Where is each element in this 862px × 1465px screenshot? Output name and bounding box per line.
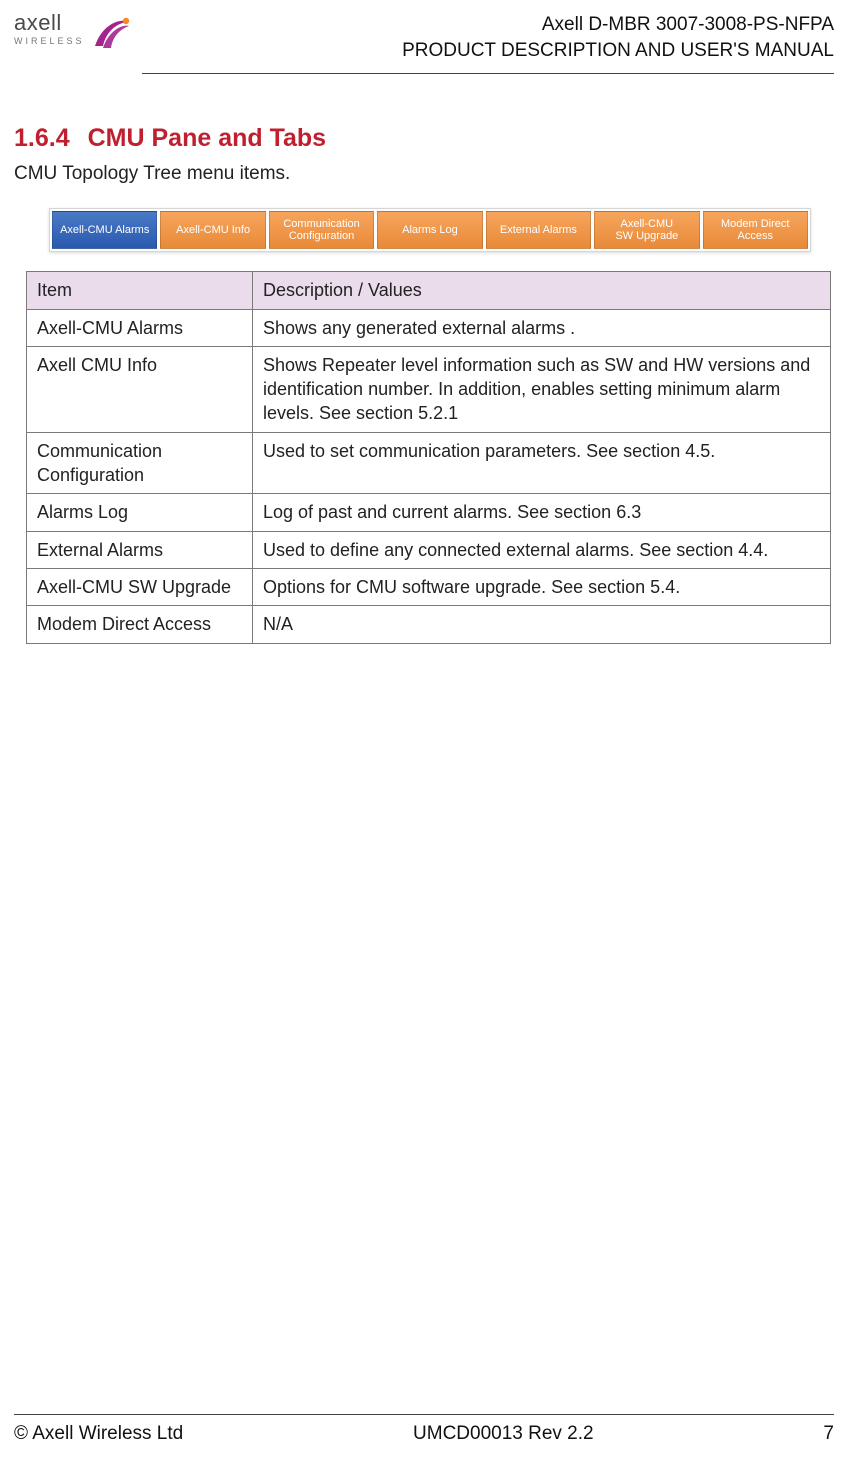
header-titles: Axell D-MBR 3007-3008-PS-NFPA PRODUCT DE… <box>402 12 834 63</box>
cell-item: Modem Direct Access <box>27 606 253 643</box>
tab-external-alarms[interactable]: External Alarms <box>486 211 591 249</box>
tab-alarms-log[interactable]: Alarms Log <box>377 211 482 249</box>
table-row: Axell CMU InfoShows Repeater level infor… <box>27 346 831 432</box>
section-heading: 1.6.4 CMU Pane and Tabs <box>14 124 834 153</box>
cell-desc: Options for CMU software upgrade. See se… <box>253 568 831 605</box>
cell-item: Alarms Log <box>27 494 253 531</box>
footer-pagenum: 7 <box>823 1423 834 1445</box>
cell-item: Communication Configuration <box>27 432 253 494</box>
doc-id: Axell D-MBR 3007-3008-PS-NFPA <box>402 12 834 38</box>
tab-modem-direct-access[interactable]: Modem Direct Access <box>703 211 808 249</box>
footer-docrev: UMCD00013 Rev 2.2 <box>413 1423 594 1445</box>
logo-text: axell <box>14 12 85 34</box>
cell-desc: Shows Repeater level information such as… <box>253 346 831 432</box>
header-divider <box>142 73 834 74</box>
table-header-row: Item Description / Values <box>27 272 831 309</box>
page-footer: © Axell Wireless Ltd UMCD00013 Rev 2.2 7 <box>14 1414 834 1445</box>
logo-subtext: WIRELESS <box>14 36 85 46</box>
cell-desc: Used to define any connected external al… <box>253 531 831 568</box>
table-row: Axell-CMU AlarmsShows any generated exte… <box>27 309 831 346</box>
table-row: External AlarmsUsed to define any connec… <box>27 531 831 568</box>
logo: axell WIRELESS <box>14 12 133 56</box>
table-row: Communication ConfigurationUsed to set c… <box>27 432 831 494</box>
tabbar: Axell-CMU AlarmsAxell-CMU InfoCommunicat… <box>49 208 811 252</box>
doc-title: PRODUCT DESCRIPTION AND USER'S MANUAL <box>402 38 834 64</box>
cell-desc: Used to set communication parameters. Se… <box>253 432 831 494</box>
description-table: Item Description / Values Axell-CMU Alar… <box>26 271 831 643</box>
section-title: CMU Pane and Tabs <box>88 124 326 152</box>
table-row: Alarms LogLog of past and current alarms… <box>27 494 831 531</box>
tab-communication-configuration[interactable]: Communication Configuration <box>269 211 374 249</box>
tab-axell-cmu-alarms[interactable]: Axell-CMU Alarms <box>52 211 157 249</box>
logo-swoosh-icon <box>89 12 133 56</box>
table-row: Axell-CMU SW UpgradeOptions for CMU soft… <box>27 568 831 605</box>
cell-item: Axell CMU Info <box>27 346 253 432</box>
table-row: Modem Direct AccessN/A <box>27 606 831 643</box>
cell-item: Axell-CMU SW Upgrade <box>27 568 253 605</box>
cell-item: External Alarms <box>27 531 253 568</box>
section-intro: CMU Topology Tree menu items. <box>14 163 834 185</box>
tab-axell-cmu-info[interactable]: Axell-CMU Info <box>160 211 265 249</box>
tabbar-container: Axell-CMU AlarmsAxell-CMU InfoCommunicat… <box>44 203 816 257</box>
tab-axell-cmu-sw-upgrade[interactable]: Axell-CMU SW Upgrade <box>594 211 699 249</box>
footer-divider <box>14 1414 834 1415</box>
table-header-desc: Description / Values <box>253 272 831 309</box>
section-number: 1.6.4 <box>14 124 70 152</box>
cell-desc: Log of past and current alarms. See sect… <box>253 494 831 531</box>
footer-copyright: © Axell Wireless Ltd <box>14 1423 183 1445</box>
cell-desc: N/A <box>253 606 831 643</box>
page-header: axell WIRELESS Axell D-MBR 3007-3008-PS-… <box>14 12 834 73</box>
cell-item: Axell-CMU Alarms <box>27 309 253 346</box>
cell-desc: Shows any generated external alarms . <box>253 309 831 346</box>
table-header-item: Item <box>27 272 253 309</box>
